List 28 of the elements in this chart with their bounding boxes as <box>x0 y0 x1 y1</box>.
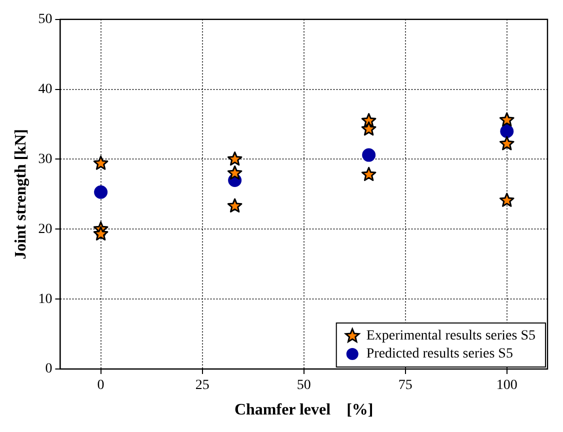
point <box>499 112 514 126</box>
x-tick-label: 25 <box>195 378 210 394</box>
y-tick-label: 0 <box>45 362 52 377</box>
y-tick-label: 10 <box>38 292 52 307</box>
x-tick-label: 50 <box>296 378 311 394</box>
x-tick-label: 75 <box>398 378 412 394</box>
legend-label: Experimental results series S5 <box>366 328 536 344</box>
point <box>94 185 108 199</box>
point <box>361 121 376 136</box>
point <box>362 148 376 162</box>
x-tick-label: 0 <box>97 378 104 394</box>
point <box>227 165 242 180</box>
point <box>499 192 514 207</box>
point <box>93 226 108 240</box>
y-tick-label: 20 <box>38 222 52 237</box>
point <box>500 124 514 138</box>
point <box>499 136 514 150</box>
y-axis-title: Joint strength [kN] <box>12 129 30 260</box>
y-tick-label: 30 <box>38 152 52 167</box>
x-tick-label: 100 <box>496 378 518 394</box>
point <box>361 166 376 182</box>
point <box>227 198 242 212</box>
x-axis-title: Chamfer level [%] <box>234 402 374 419</box>
point <box>93 156 108 170</box>
point <box>227 151 242 166</box>
y-tick-label: 50 <box>38 12 52 28</box>
y-tick-label: 40 <box>38 82 52 97</box>
legend-label: Predicted results series S5 <box>366 346 513 362</box>
